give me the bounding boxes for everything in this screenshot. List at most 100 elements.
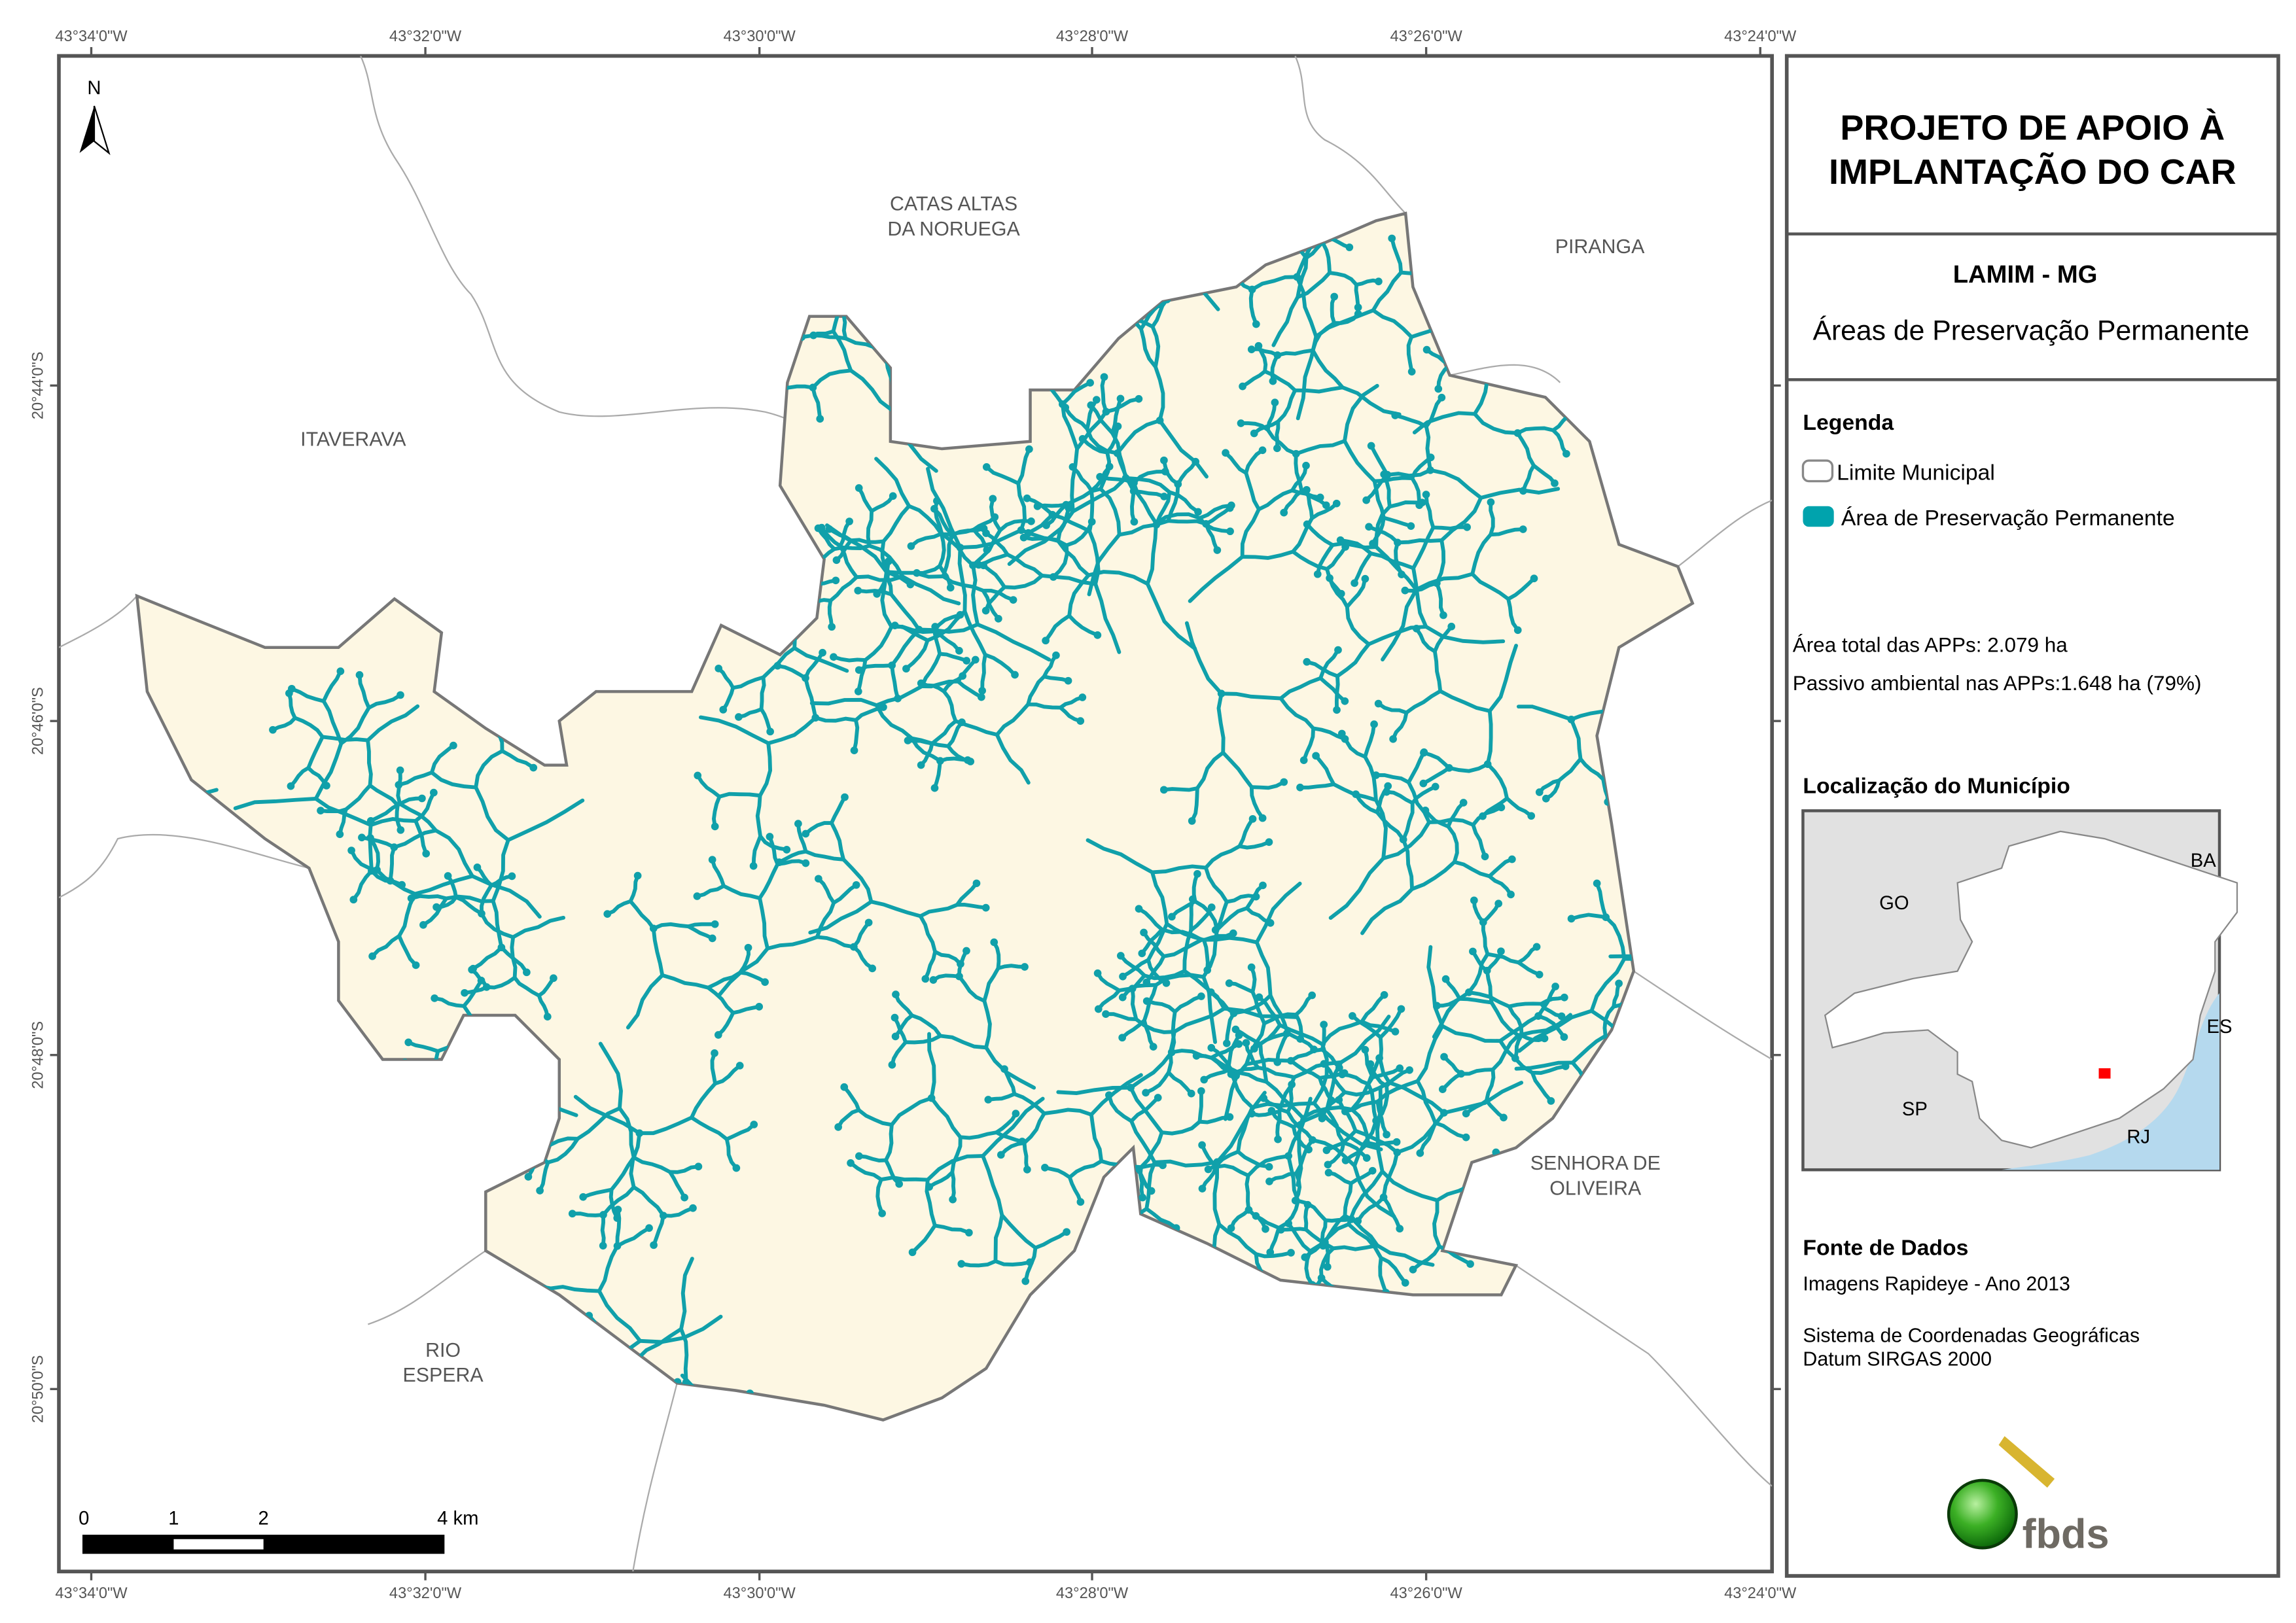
app-stream [1170,899,1197,919]
app-stream [1214,1163,1250,1178]
app-stream-head [1551,983,1559,990]
app-stream [938,532,946,568]
app-stream [1236,1149,1271,1169]
app-stream [811,368,853,390]
app-stream [1070,476,1128,514]
app-stream-head [1093,631,1102,639]
source-line: Datum SIRGAS 2000 [1803,1348,1992,1370]
app-stream [893,1013,914,1039]
svg-text:SP: SP [1902,1099,1928,1120]
app-stream [1130,986,1139,1022]
app-stream [1350,1108,1370,1145]
app-stream [1315,543,1335,576]
app-stream-head [1280,508,1288,517]
app-stream [1190,786,1199,823]
app-stream [1324,1060,1343,1112]
app-stream-head [1198,1141,1206,1149]
app-stream [366,738,373,788]
app-stream [857,663,894,672]
app-stream [1167,490,1200,514]
place-label-catas-altas: CATAS ALTAS DA NORUEGA [887,194,1020,240]
app-stream [986,1092,1017,1102]
app-stream [321,699,344,746]
app-stream-head [317,807,325,814]
app-stream-head [1160,456,1168,464]
app-stream [1330,294,1337,325]
app-stream [1203,844,1242,870]
app-stream-head [1194,508,1202,516]
app-stream [1338,538,1373,555]
app-stream-head [418,794,426,803]
app-stream-head [1159,1161,1167,1170]
app-stream [1200,1143,1218,1169]
app-stream [1332,311,1360,325]
app-stream [1604,915,1627,961]
app-stream [1144,1160,1157,1211]
app-stream-head [711,920,719,928]
app-stream [1120,1018,1146,1040]
svg-text:ES: ES [2207,1017,2233,1038]
app-stream [1022,1141,1029,1172]
main-map[interactable]: CATAS ALTAS DA NORUEGA PIRANGA ITAVERAVA … [0,54,1775,1574]
app-stream [796,822,808,854]
app-stream [397,892,417,938]
source-line: Sistema de Coordenadas Geográficas [1803,1325,2140,1346]
app-stream [851,945,875,971]
app-stream-head [921,975,930,983]
app-stream [777,849,808,865]
scale-bar: 0 1 2 4 km [79,1508,478,1554]
app-stream [1303,1202,1310,1232]
app-stream [1411,525,1436,570]
app-stream [1447,762,1490,773]
app-stream [957,546,967,614]
app-stream [628,873,640,903]
app-stream [1410,784,1438,805]
app-stream [1415,1024,1445,1083]
app-stream [716,666,735,690]
app-stream [462,978,484,1008]
app-stream [874,703,914,741]
app-stream-head [1320,1021,1328,1029]
app-stream-head [1226,527,1234,536]
app-stream-head [1319,1242,1327,1250]
app-stream [1470,572,1511,601]
app-stream [1343,439,1377,483]
app-stream-head [1308,991,1316,1000]
app-stream [1276,388,1298,424]
app-stream-head [1027,517,1035,525]
app-stream [1516,705,1574,722]
app-stream-head [1479,812,1487,820]
app-stream [1026,512,1055,535]
app-stream [1347,1222,1383,1260]
app-stream [1224,1011,1236,1045]
app-stream [1089,1073,1143,1117]
app-stream [581,1187,614,1199]
app-stream-head [1265,838,1273,846]
app-stream [1254,1251,1294,1259]
app-stream [397,770,434,787]
app-stream-head [1422,345,1431,354]
app-stream [1056,538,1091,578]
app-stream-head [732,1164,741,1172]
app-stream [470,968,489,989]
app-stream [679,1327,689,1384]
app-stream [1537,778,1561,794]
app-stream-head [1069,462,1077,471]
app-stream [1334,674,1340,712]
app-stream [1470,532,1493,576]
app-stream-head [1459,799,1468,807]
app-stream [737,707,764,720]
app-stream [933,498,944,536]
app-stream-head [347,846,355,854]
app-stream-head [1440,1053,1448,1061]
app-stream-head [1352,790,1360,798]
app-stream [1256,488,1294,512]
app-stream [1278,1023,1324,1047]
app-stream [1227,981,1255,994]
app-stream [1326,1170,1353,1185]
app-stream [1385,468,1432,478]
app-stream-head [1225,979,1233,987]
app-stream [1595,881,1608,919]
app-stream [904,1034,943,1045]
app-stream-head [1064,676,1072,685]
